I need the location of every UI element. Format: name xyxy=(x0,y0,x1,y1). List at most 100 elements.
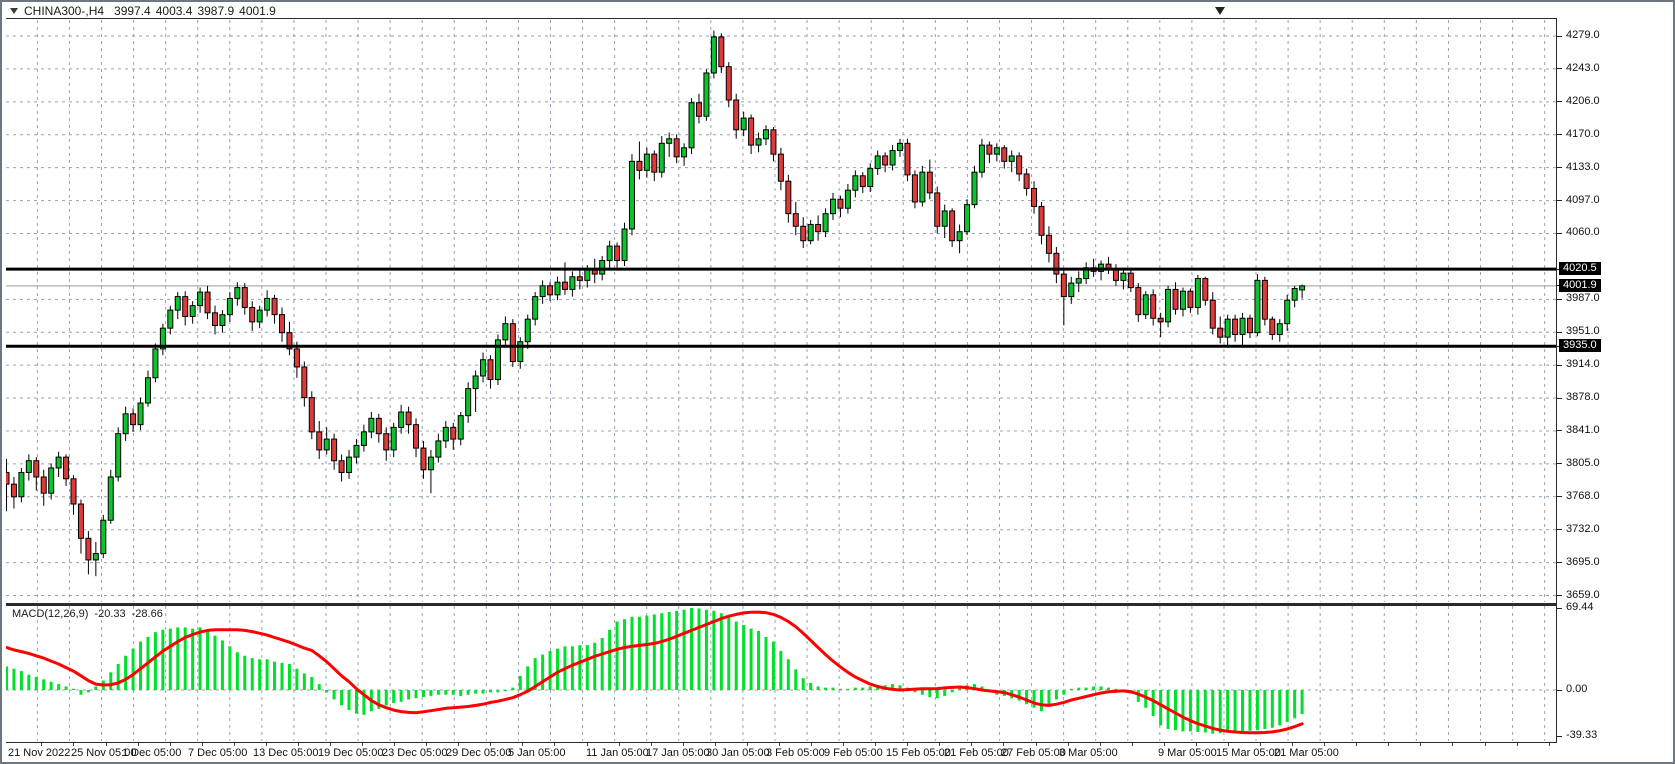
price-axis-boxed-label: 4001.9 xyxy=(1559,278,1601,292)
candle xyxy=(1157,317,1164,323)
price-axis-label: 4097.0 xyxy=(1566,193,1600,206)
macd-histogram-bar xyxy=(1084,687,1088,690)
candle xyxy=(219,314,226,326)
price-axis[interactable]: 4279.0 4243.0 4206.0 4170.0 4133.0 4097.0 4060… xyxy=(1556,18,1673,744)
candle xyxy=(971,171,978,206)
macd-histogram-bar xyxy=(585,645,589,690)
candlestick-chart[interactable] xyxy=(6,19,1556,603)
candle xyxy=(204,291,211,314)
macd-histogram-bar xyxy=(124,655,128,690)
candle xyxy=(911,174,918,203)
macd-histogram-bar xyxy=(928,690,932,698)
time-axis[interactable]: 21 Nov 2022 25 Nov 05:00 1 Dec 05:00 7 Dec … xyxy=(2,743,1673,762)
macd-histogram-bar xyxy=(809,682,813,690)
candle xyxy=(77,503,84,539)
candle xyxy=(978,144,985,173)
macd-histogram-bar xyxy=(578,645,582,690)
macd-histogram-bar xyxy=(1248,690,1252,731)
time-tick xyxy=(1260,743,1262,746)
axis-tick xyxy=(1557,529,1562,531)
macd-histogram-bar xyxy=(451,690,455,695)
axis-tick xyxy=(1557,298,1562,300)
macd-histogram-bar xyxy=(1263,690,1267,729)
macd-histogram-bar xyxy=(1025,690,1029,705)
macd-histogram-bar xyxy=(824,687,828,690)
time-tick xyxy=(490,743,492,746)
chart-shift-marker-icon[interactable] xyxy=(1215,7,1225,15)
candle xyxy=(1194,278,1201,308)
candle xyxy=(986,144,993,155)
macd-histogram-bar xyxy=(771,641,775,690)
candle xyxy=(822,213,829,233)
macd-histogram-bar xyxy=(831,687,835,690)
symbol-dropdown-triangle-icon[interactable] xyxy=(10,8,18,14)
candle xyxy=(762,129,769,140)
candle xyxy=(703,72,710,117)
candle xyxy=(107,476,114,521)
candle xyxy=(800,225,807,242)
macd-histogram-bar xyxy=(392,690,396,703)
candle xyxy=(1291,287,1298,301)
macd-indicator-panel[interactable]: MACD(12,26,9) -20.33 -28.66 xyxy=(6,605,1556,743)
price-chart-panel[interactable] xyxy=(6,18,1556,605)
axis-tick xyxy=(1557,364,1562,366)
candle xyxy=(442,426,449,442)
time-tick xyxy=(1452,743,1454,746)
time-axis-label: 5 Jan 05:00 xyxy=(508,747,566,759)
candle xyxy=(1165,288,1172,323)
time-tick xyxy=(233,743,235,746)
macd-histogram-bar xyxy=(1144,690,1148,708)
macd-name-label: MACD(12,26,9) xyxy=(12,608,89,620)
time-tick xyxy=(586,743,588,746)
candle xyxy=(1284,299,1291,325)
candle xyxy=(807,223,814,242)
axis-tick xyxy=(1557,463,1562,465)
candle xyxy=(1060,273,1067,298)
macd-histogram-bar xyxy=(1017,690,1021,701)
time-tick xyxy=(522,743,524,746)
axis-tick xyxy=(1557,689,1562,691)
candle xyxy=(1202,278,1209,301)
macd-histogram-bar xyxy=(265,659,269,690)
candle xyxy=(197,291,204,307)
macd-signal-line xyxy=(6,610,1304,735)
candle xyxy=(398,411,405,428)
axis-tick xyxy=(1557,331,1562,333)
time-tick xyxy=(394,743,396,746)
time-axis-label: 19 Dec 05:00 xyxy=(318,747,384,759)
candle xyxy=(740,117,747,131)
time-tick xyxy=(1227,743,1229,746)
macd-histogram-bar xyxy=(273,661,277,690)
candle xyxy=(718,36,725,68)
candle xyxy=(279,314,286,334)
candle xyxy=(390,426,397,451)
price-axis-label: 3914.0 xyxy=(1566,358,1600,371)
candle xyxy=(1179,290,1186,310)
macd-histogram-bar xyxy=(1196,690,1200,732)
macd-histogram-bar xyxy=(1255,690,1259,731)
candle xyxy=(405,411,412,426)
macd-histogram-bar xyxy=(481,690,485,694)
macd-chart[interactable] xyxy=(6,606,1556,742)
price-axis-label: 3987.0 xyxy=(1566,292,1600,305)
macd-histogram-bar xyxy=(1039,690,1043,712)
macd-histogram-bar xyxy=(1181,690,1185,732)
macd-histogram-bar xyxy=(168,628,172,690)
candle xyxy=(40,476,47,494)
chart-title: CHINA300-,H4 3997.4 4003.4 3987.9 4001.9 xyxy=(10,4,281,18)
macd-histogram-bar xyxy=(399,690,403,702)
time-tick xyxy=(458,743,460,746)
candle xyxy=(1187,290,1194,308)
time-tick xyxy=(618,743,620,746)
macd-histogram-bar xyxy=(176,627,180,690)
candle xyxy=(651,153,658,173)
candle xyxy=(949,210,956,242)
axis-tick xyxy=(1557,134,1562,136)
macd-histogram-bar xyxy=(749,628,753,690)
price-axis-label: 4133.0 xyxy=(1566,160,1600,173)
candle xyxy=(427,456,434,471)
macd-histogram-bar xyxy=(757,630,761,690)
macd-histogram-bar xyxy=(86,690,90,693)
candle xyxy=(249,306,256,323)
candle xyxy=(1031,187,1038,207)
